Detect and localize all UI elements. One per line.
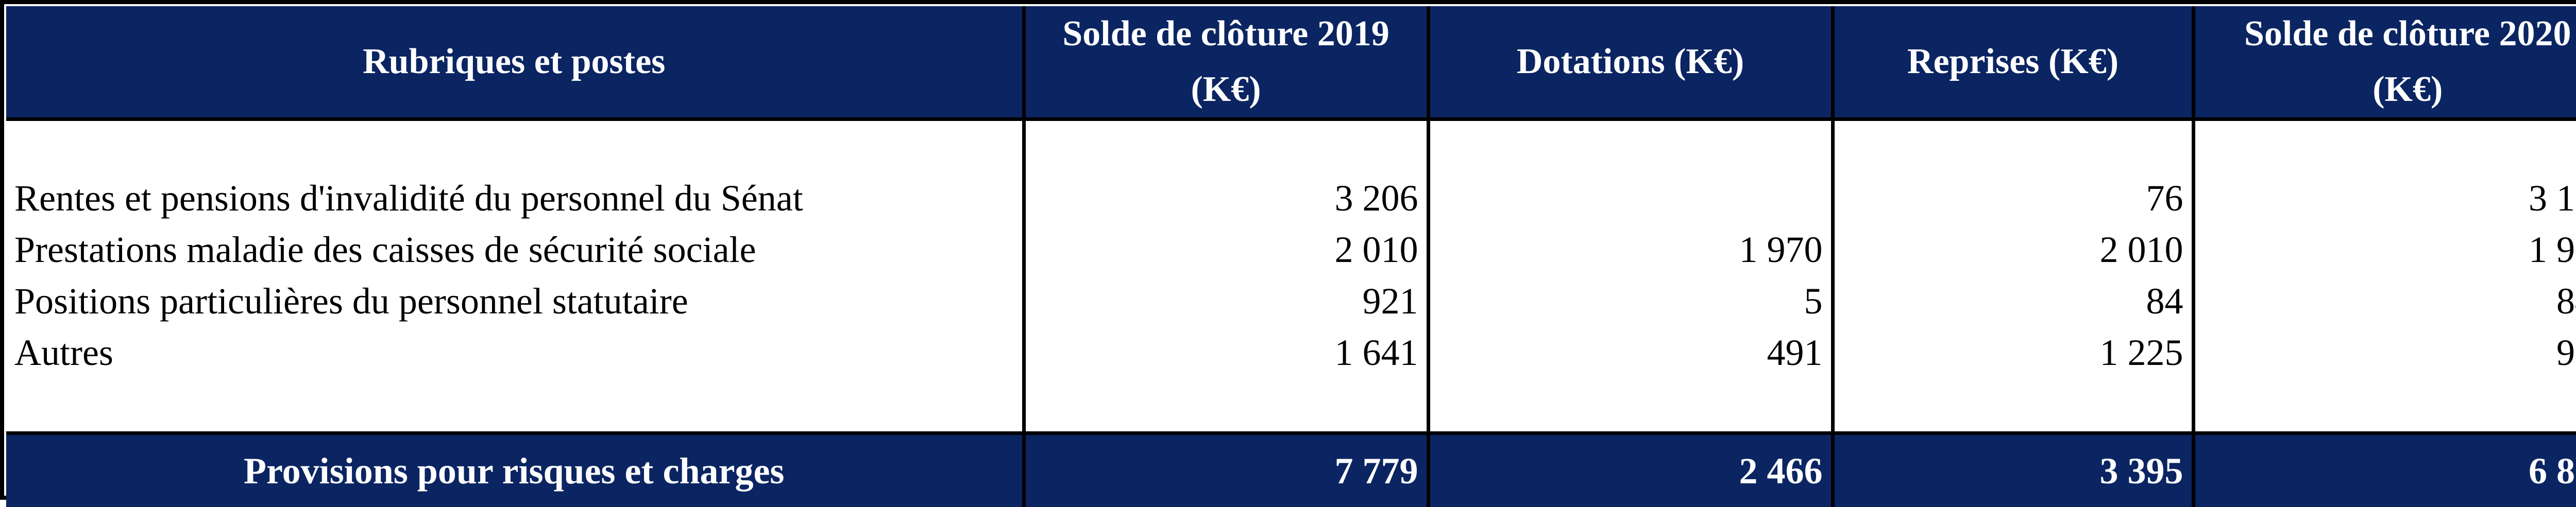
dotations-column: 1 970 5 491 — [1428, 119, 1833, 433]
cell-dotations: 1 970 — [1439, 224, 1823, 275]
solde-2020-column: 3 131 1 970 842 907 — [2193, 119, 2576, 433]
cell-solde-2020: 907 — [2205, 327, 2576, 378]
provisions-table: Rubriques et postes Solde de clôture 201… — [6, 6, 2576, 507]
header-dotations: Dotations (K€) — [1428, 6, 1833, 119]
header-row: Rubriques et postes Solde de clôture 201… — [6, 6, 2576, 119]
cell-solde-2019: 2 010 — [1035, 224, 1418, 275]
cell-dotations: 491 — [1439, 327, 1823, 378]
header-solde-2019: Solde de clôture 2019 (K€) — [1024, 6, 1428, 119]
body-row: Rentes et pensions d'invalidité du perso… — [6, 119, 2576, 433]
total-solde-2019: 7 779 — [1024, 433, 1428, 507]
cell-solde-2020: 842 — [2205, 275, 2576, 327]
cell-dotations — [1439, 172, 1823, 224]
row-label: Positions particulières du personnel sta… — [14, 275, 1013, 327]
total-label: Provisions pour risques et charges — [6, 433, 1024, 507]
total-dotations: 2 466 — [1428, 433, 1833, 507]
total-row: Provisions pour risques et charges 7 779… — [6, 433, 2576, 507]
row-label: Rentes et pensions d'invalidité du perso… — [14, 172, 1013, 224]
rubriques-column: Rentes et pensions d'invalidité du perso… — [6, 119, 1024, 433]
cell-reprises: 76 — [1844, 172, 2183, 224]
cell-solde-2020: 3 131 — [2205, 172, 2576, 224]
row-label: Autres — [14, 327, 1013, 378]
row-label: Prestations maladie des caisses de sécur… — [14, 224, 1013, 275]
total-solde-2020: 6 850 — [2193, 433, 2576, 507]
header-solde-2020: Solde de clôture 2020 (K€) — [2193, 6, 2576, 119]
cell-solde-2020: 1 970 — [2205, 224, 2576, 275]
cell-solde-2019: 921 — [1035, 275, 1418, 327]
total-reprises: 3 395 — [1833, 433, 2193, 507]
cell-reprises: 2 010 — [1844, 224, 2183, 275]
cell-solde-2019: 1 641 — [1035, 327, 1418, 378]
header-reprises: Reprises (K€) — [1833, 6, 2193, 119]
cell-dotations: 5 — [1439, 275, 1823, 327]
cell-reprises: 1 225 — [1844, 327, 2183, 378]
cell-reprises: 84 — [1844, 275, 2183, 327]
header-rubriques: Rubriques et postes — [6, 6, 1024, 119]
cell-solde-2019: 3 206 — [1035, 172, 1418, 224]
solde-2019-column: 3 206 2 010 921 1 641 — [1024, 119, 1428, 433]
reprises-column: 76 2 010 84 1 225 — [1833, 119, 2193, 433]
